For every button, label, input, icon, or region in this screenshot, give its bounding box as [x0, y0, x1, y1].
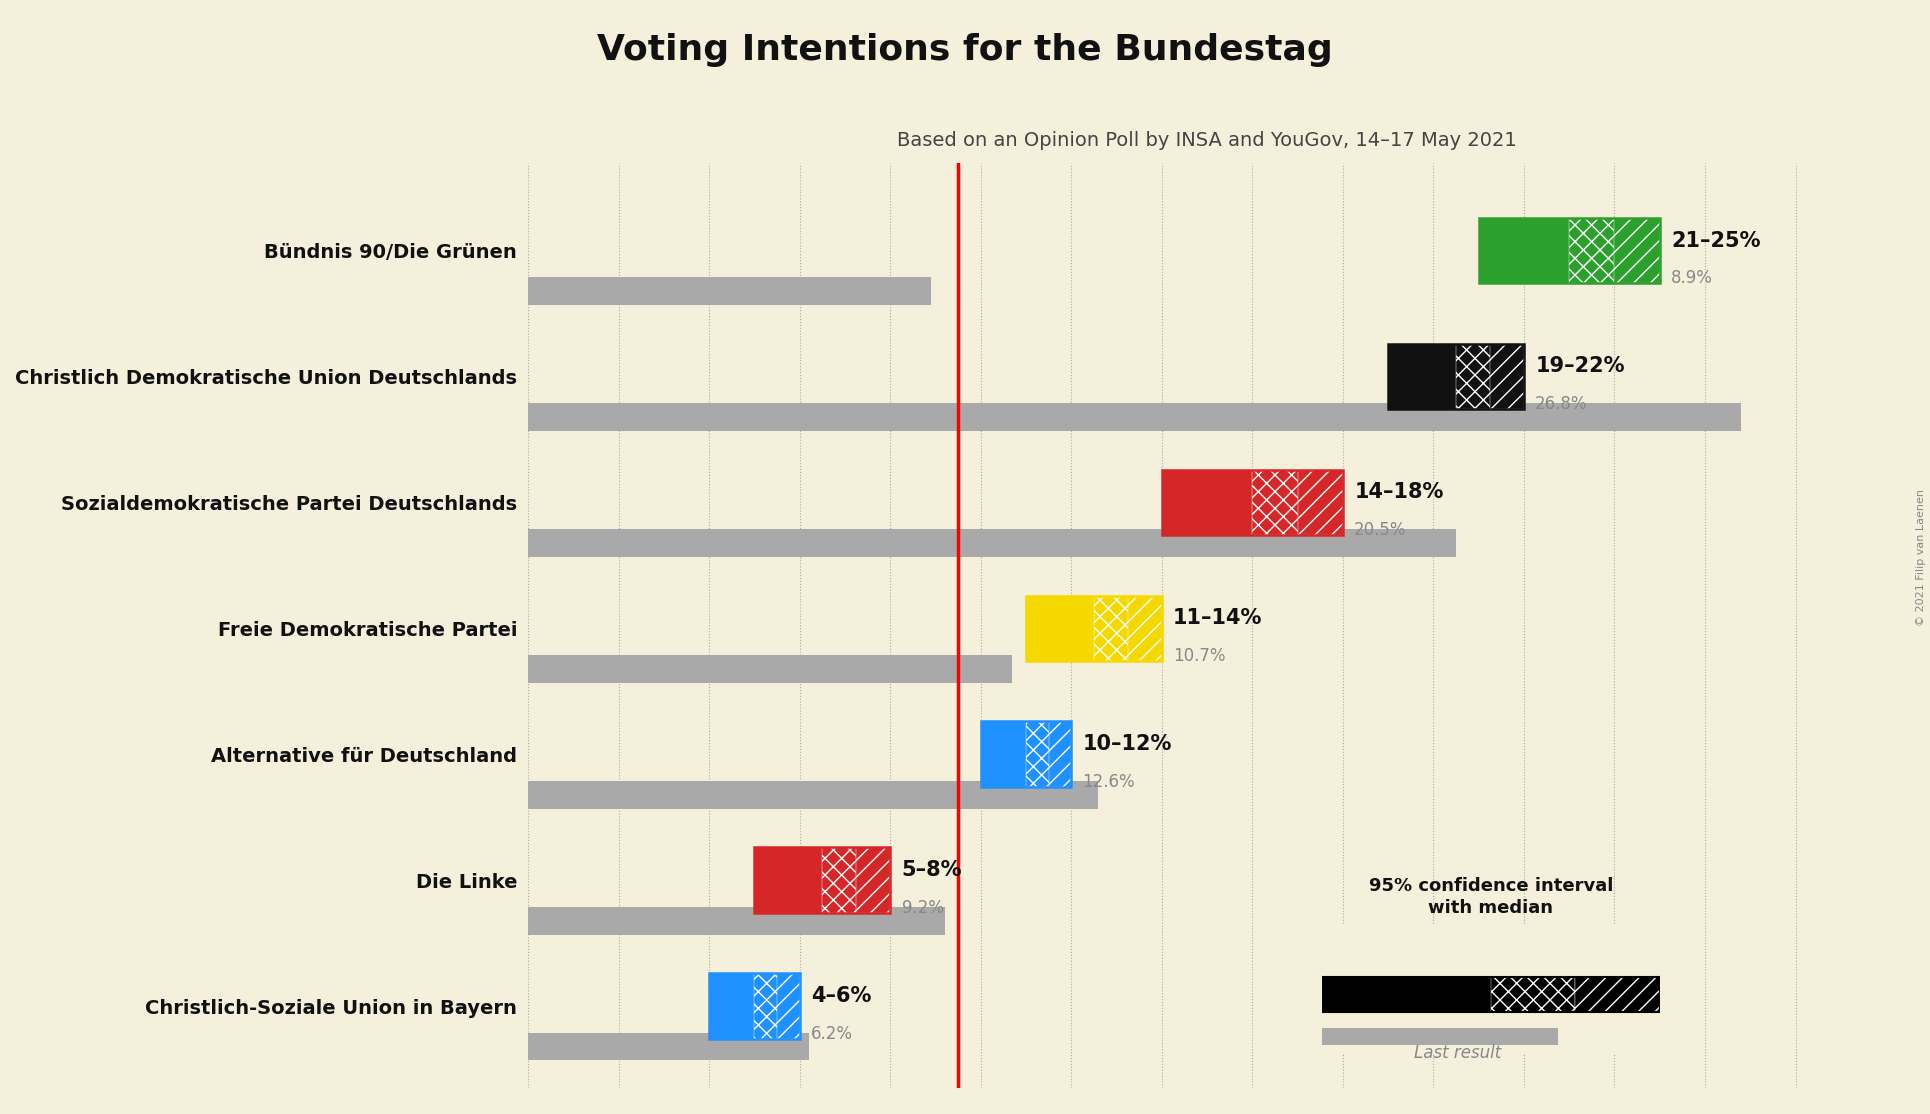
Text: 10.7%: 10.7% — [1173, 647, 1226, 665]
Bar — [529, 403, 1741, 431]
Bar — [529, 529, 1455, 557]
Bar — [1322, 977, 1492, 1012]
Text: 19–22%: 19–22% — [1534, 356, 1625, 377]
Bar — [1615, 218, 1660, 283]
Bar — [1048, 722, 1071, 786]
Text: 11–14%: 11–14% — [1173, 608, 1262, 628]
Bar — [1322, 977, 1660, 1012]
Bar — [1127, 596, 1162, 661]
Bar — [822, 848, 890, 912]
Bar — [755, 848, 822, 912]
Bar — [1027, 722, 1071, 786]
Bar — [708, 974, 755, 1038]
Bar — [1297, 470, 1343, 535]
Bar — [1162, 470, 1343, 535]
Text: 5–8%: 5–8% — [901, 860, 961, 880]
Bar — [1492, 977, 1575, 1012]
Text: 10–12%: 10–12% — [1083, 734, 1172, 754]
Bar — [1388, 344, 1525, 409]
Text: 12.6%: 12.6% — [1083, 773, 1135, 791]
Title: Based on an Opinion Poll by INSA and YouGov, 14–17 May 2021: Based on an Opinion Poll by INSA and You… — [897, 130, 1517, 150]
Bar — [980, 722, 1027, 786]
Bar — [529, 781, 1098, 809]
Bar — [1094, 596, 1162, 661]
Text: Voting Intentions for the Bundestag: Voting Intentions for the Bundestag — [596, 33, 1334, 68]
Bar — [1253, 470, 1343, 535]
Text: with median: with median — [1428, 899, 1554, 918]
Text: 21–25%: 21–25% — [1671, 231, 1760, 251]
Bar — [708, 974, 799, 1038]
Bar — [755, 974, 799, 1038]
Text: 8.9%: 8.9% — [1671, 270, 1714, 287]
Bar — [755, 848, 890, 912]
Text: 9.2%: 9.2% — [901, 899, 944, 917]
Bar — [980, 722, 1071, 786]
Bar — [529, 1033, 809, 1061]
Text: 26.8%: 26.8% — [1534, 395, 1588, 413]
Bar — [529, 907, 944, 935]
Bar — [1455, 344, 1525, 409]
Bar — [1478, 218, 1569, 283]
Bar — [529, 277, 930, 305]
Text: 95% confidence interval: 95% confidence interval — [1368, 877, 1613, 896]
Bar — [857, 848, 890, 912]
Bar — [1490, 344, 1525, 409]
Text: 14–18%: 14–18% — [1355, 482, 1444, 502]
Text: 20.5%: 20.5% — [1355, 521, 1407, 539]
Text: 4–6%: 4–6% — [811, 986, 870, 1006]
Bar — [1478, 218, 1660, 283]
Bar — [778, 974, 799, 1038]
Bar — [1162, 470, 1253, 535]
Text: 6.2%: 6.2% — [811, 1025, 853, 1043]
Bar — [529, 655, 1013, 683]
Bar — [1027, 596, 1094, 661]
Bar — [1322, 1028, 1559, 1045]
Bar — [1388, 344, 1455, 409]
Bar — [1569, 218, 1660, 283]
Text: Last result: Last result — [1413, 1044, 1502, 1063]
Text: © 2021 Filip van Laenen: © 2021 Filip van Laenen — [1916, 489, 1926, 625]
Bar — [1575, 977, 1660, 1012]
Bar — [1027, 596, 1162, 661]
